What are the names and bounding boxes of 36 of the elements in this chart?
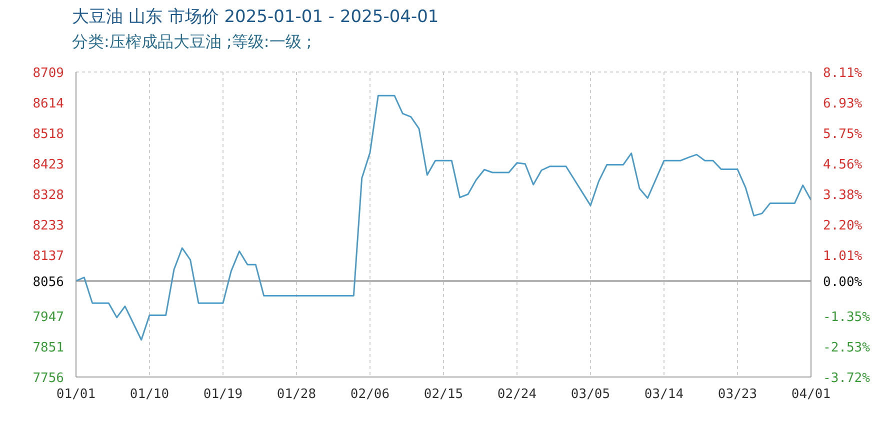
y-tick-label: 8614 (32, 96, 64, 112)
y2-tick-label: 1.01% (823, 249, 862, 264)
y2-tick-label: -1.35% (823, 310, 870, 325)
x-tick-label: 02/06 (350, 387, 390, 402)
y-tick-label: 8423 (32, 158, 64, 173)
x-tick-label: 01/19 (203, 387, 243, 402)
y-tick-label: 8518 (32, 127, 64, 142)
y-tick-label: 8056 (32, 274, 64, 290)
y2-tick-label: -3.72% (823, 371, 870, 386)
line-series (76, 94, 811, 341)
x-tick-label: 03/05 (570, 387, 610, 402)
x-tick-label: 01/28 (276, 387, 316, 402)
x-tick-label: 03/23 (718, 387, 758, 402)
y2-tick-label: 0.00% (823, 275, 862, 290)
x-tick-label: 02/24 (497, 387, 537, 402)
x-tick-label: 01/01 (56, 387, 96, 402)
chart-title: 大豆油 山东 市场价 2025-01-01 - 2025-04-01 (72, 6, 439, 28)
y-tick-label: 8137 (32, 249, 64, 264)
y2-tick-label: 3.38% (823, 188, 862, 203)
y-tick-label: 8709 (32, 66, 64, 81)
x-tick-label: 02/15 (424, 387, 464, 402)
y-tick-label: 7756 (32, 371, 64, 386)
y-tick-label: 8233 (32, 218, 64, 234)
y-tick-label: 8328 (32, 188, 64, 203)
y2-tick-label: 8.11% (823, 66, 862, 81)
y-tick-label: 7851 (32, 340, 64, 356)
x-tick-label: 01/10 (130, 387, 170, 402)
x-tick-label: 03/14 (644, 387, 684, 402)
y2-tick-label: 5.75% (823, 126, 862, 142)
y2-tick-label: 4.56% (823, 158, 862, 173)
y2-tick-label: 2.20% (823, 218, 862, 234)
y2-tick-label: 6.93% (823, 96, 862, 112)
y-tick-label: 7947 (32, 310, 64, 325)
x-tick-label: 04/01 (791, 387, 831, 402)
chart-subtitle: 分类:压榨成品大豆油 ;等级:一级 ; (72, 32, 312, 53)
y2-tick-label: -2.53% (823, 340, 870, 356)
